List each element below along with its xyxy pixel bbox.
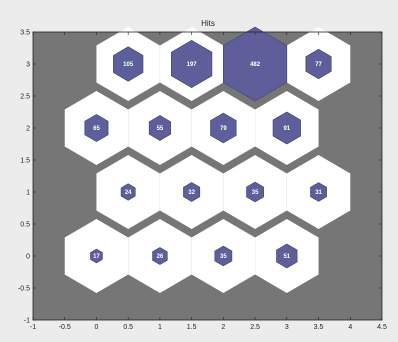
- y-tick-label-3: 0.5: [20, 222, 30, 229]
- hit-count-4: 24: [125, 190, 132, 196]
- x-tick-label-8: 3: [285, 324, 289, 331]
- x-tick-label-2: 0: [95, 324, 99, 331]
- hit-count-5: 32: [188, 190, 195, 196]
- y-tick-label-2: 0: [26, 254, 30, 261]
- y-tick-label-1: -0.5: [18, 286, 30, 293]
- hit-hexagon-1: [152, 247, 168, 265]
- hit-labels: 17 26 35 51 24 32 35 31 65 55 79 91 105 197 482 77: [93, 62, 322, 260]
- hit-count-14: 482: [250, 62, 261, 68]
- x-tick-label-6: 2: [221, 324, 225, 331]
- hit-hexagon-12: [113, 46, 144, 82]
- hit-hexagon-7: [310, 182, 327, 202]
- axes: -1 -0.5 0 0.5 1 1.5 2 2.5 3 3.5 4 4.5 -1 -0.5 0 0.5 1 1.5…: [18, 30, 387, 332]
- x-tick-label-1: -0.5: [59, 324, 71, 331]
- y-tick-label-8: 3: [26, 62, 30, 69]
- x-tick-label-0: -1: [30, 324, 36, 331]
- hit-count-7: 31: [315, 190, 322, 196]
- axes-frame: [32, 31, 383, 321]
- hit-count-9: 55: [157, 126, 164, 132]
- hit-count-10: 79: [220, 126, 227, 132]
- hit-hexagon-9: [148, 115, 171, 141]
- x-tick-label-7: 2.5: [250, 324, 260, 331]
- hit-count-3: 51: [283, 254, 290, 260]
- chart-title: Hits: [201, 19, 215, 28]
- x-tick-label-4: 1: [158, 324, 162, 331]
- hit-count-13: 197: [187, 62, 198, 68]
- x-tick-label-3: 0.5: [123, 324, 133, 331]
- hit-count-8: 65: [93, 126, 100, 132]
- x-tick-label-10: 4: [348, 324, 352, 331]
- y-tick-label-5: 1.5: [20, 158, 30, 165]
- hit-hexagon-3: [276, 243, 298, 269]
- y-tick-label-0: -1: [24, 318, 30, 325]
- hit-count-6: 35: [252, 190, 259, 196]
- hit-hexagon-11: [272, 111, 301, 145]
- hit-count-11: 91: [283, 126, 290, 132]
- hit-hexagon-15: [305, 48, 332, 80]
- x-tick-label-9: 3.5: [314, 324, 324, 331]
- hit-hexagon-6: [246, 181, 264, 203]
- y-tick-label-7: 2.5: [20, 94, 30, 101]
- hit-count-15: 77: [315, 62, 322, 68]
- hit-count-2: 35: [220, 254, 227, 260]
- hit-count-0: 17: [93, 254, 100, 260]
- x-tick-label-5: 1.5: [187, 324, 197, 331]
- hit-hexagon-5: [183, 182, 201, 202]
- x-tick-label-11: 4.5: [377, 324, 387, 331]
- hit-hexagon-10: [210, 112, 237, 144]
- hit-hexagon-14: [223, 26, 288, 102]
- hit-hexagon-8: [84, 114, 109, 142]
- hit-hexagon-2: [214, 245, 233, 267]
- hex-cells: [64, 27, 351, 293]
- hit-hexagon-0: [90, 248, 103, 264]
- hit-hexagon-4: [120, 183, 136, 201]
- y-tick-label-6: 2: [26, 126, 30, 133]
- hit-count-1: 26: [157, 254, 164, 260]
- y-tick-label-9: 3.5: [20, 30, 30, 37]
- hit-count-12: 105: [123, 62, 134, 68]
- hit-hexagons: [84, 26, 332, 269]
- hit-hexagon-13: [171, 40, 213, 88]
- y-tick-label-4: 1: [26, 190, 30, 197]
